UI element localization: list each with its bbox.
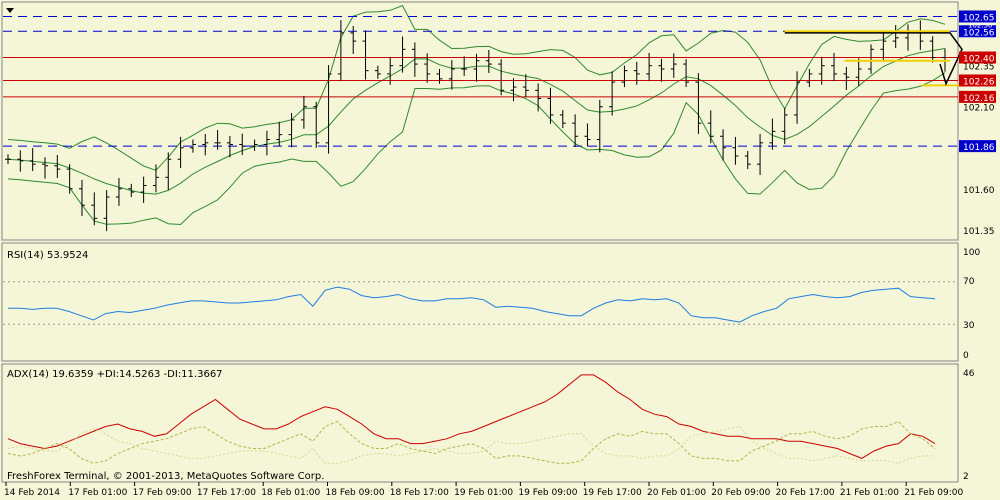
price-y-axis: 102.65 102.56 102.35 102.10 101.86 101.60 101.… — [959, 10, 996, 237]
resistance-label: 102.26 — [963, 77, 995, 87]
x-tick-label: 18 Feb 09:00 — [326, 488, 385, 498]
adx-label: ADX(14) 19.6359 +DI:14.5263 -DI:11.3667 — [7, 369, 223, 380]
x-tick-label: 14 Feb 2014 — [4, 488, 60, 498]
rsi-panel-frame — [1, 242, 959, 362]
x-tick-label: 20 Feb 01:00 — [647, 488, 706, 498]
rsi-line — [8, 286, 936, 323]
price-label-box — [959, 10, 996, 23]
bollinger-lower-line — [7, 72, 946, 226]
price-label-box — [959, 25, 996, 38]
price-tick-label: 102.56 — [963, 28, 995, 38]
resistance-label: 102.16 — [963, 94, 995, 104]
resistance-label-box — [959, 90, 996, 103]
x-tick-label: 20 Feb 17:00 — [776, 488, 835, 498]
close-price-label: 102.50 — [968, 22, 993, 30]
x-tick-label: 18 Feb 17:00 — [390, 488, 449, 498]
adx-panel — [7, 374, 936, 464]
forecast-arrow — [784, 32, 963, 86]
x-tick-label: 18 Feb 01:00 — [261, 488, 320, 498]
resistance-label: 102.40 — [963, 55, 995, 65]
adx-tick-46: 46 — [963, 369, 975, 379]
rsi-tick-100: 100 — [963, 248, 980, 258]
chart-menu-icon[interactable] — [6, 8, 14, 13]
rsi-tick-70: 70 — [963, 277, 975, 287]
x-tick-label: 21 Feb 01:00 — [840, 488, 899, 498]
x-axis: 14 Feb 2014 17 Feb 01:00 17 Feb 09:00 17 Fe… — [4, 482, 964, 498]
x-tick-label: 17 Feb 17:00 — [197, 488, 256, 498]
rsi-panel — [3, 281, 957, 325]
price-tick-label: 102.10 — [963, 104, 995, 114]
price-tick-label: 101.35 — [963, 227, 995, 237]
price-panel-frame — [1, 1, 959, 241]
rsi-tick-0: 0 — [963, 351, 969, 361]
adx-series-adx — [7, 374, 936, 459]
bollinger-upper-line — [7, 4, 946, 171]
price-panel — [3, 4, 963, 232]
x-tick-label: 20 Feb 09:00 — [711, 488, 770, 498]
rsi-label: RSI(14) 53.9524 — [7, 250, 88, 261]
price-label-box — [959, 140, 996, 153]
price-tick-label: 101.60 — [963, 186, 995, 196]
x-tick-label: 17 Feb 09:00 — [133, 488, 192, 498]
adx-series-di — [7, 420, 936, 464]
copyright-text: FreshForex Terminal, © 2001-2013, MetaQu… — [7, 471, 324, 482]
x-tick-label: 19 Feb 17:00 — [583, 488, 642, 498]
adx-tick-2: 2 — [963, 472, 969, 482]
x-tick-label: 19 Feb 09:00 — [518, 488, 577, 498]
x-tick-label: 19 Feb 01:00 — [454, 488, 513, 498]
resistance-label-box — [959, 74, 996, 87]
price-tick-label: 102.35 — [963, 63, 995, 73]
x-tick-label: 21 Feb 09:00 — [904, 488, 963, 498]
rsi-tick-30: 30 — [963, 321, 975, 331]
resistance-label-box — [959, 51, 996, 64]
adx-panel-frame — [1, 363, 959, 483]
price-tick-label: 101.86 — [963, 143, 995, 153]
x-tick-label: 17 Feb 01:00 — [68, 488, 127, 498]
price-tick-label: 102.65 — [963, 13, 995, 23]
